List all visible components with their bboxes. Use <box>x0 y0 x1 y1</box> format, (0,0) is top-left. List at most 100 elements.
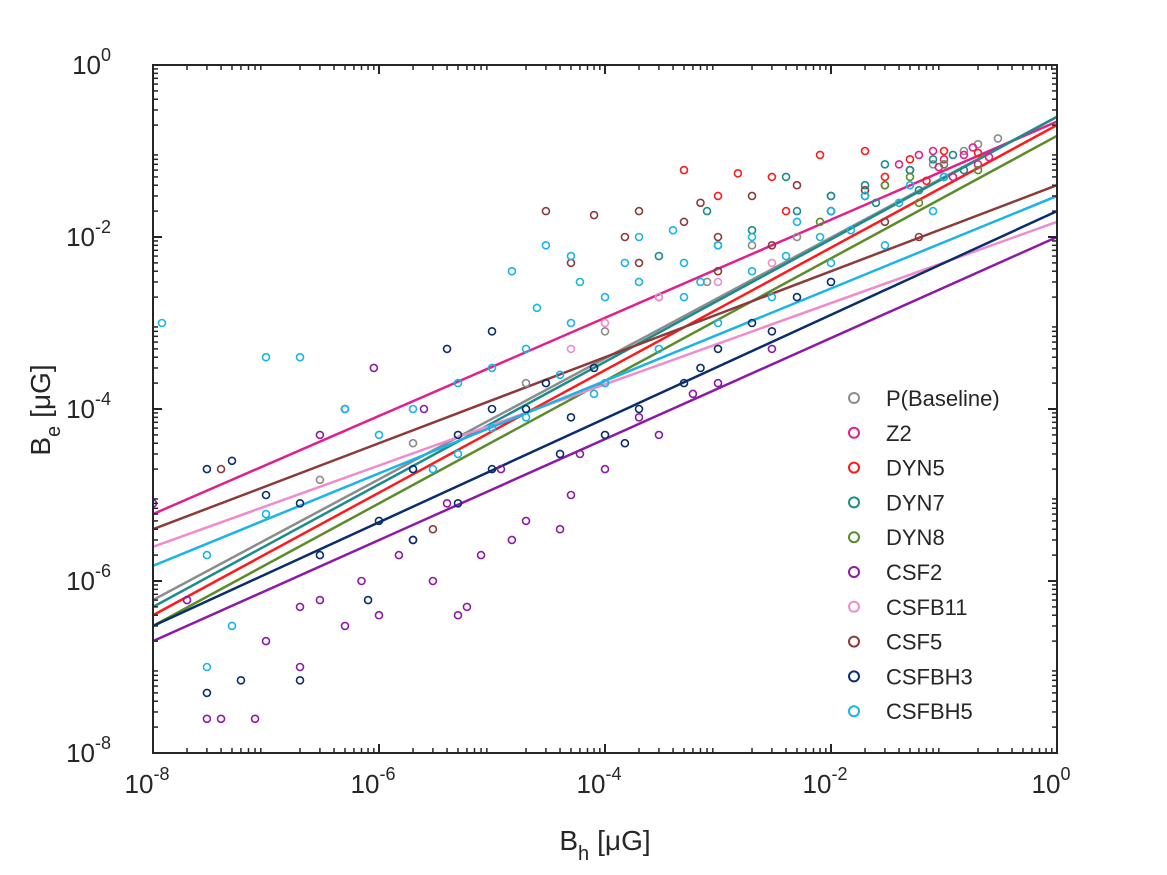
data-point-csf2 <box>357 576 366 586</box>
data-point-dyn7 <box>860 180 870 190</box>
data-point-dyn7 <box>914 185 924 195</box>
data-point-dyn5 <box>733 169 743 178</box>
data-point-dyn5 <box>860 146 870 156</box>
data-point-csf2 <box>688 389 698 399</box>
y-tick-label: 10-4 <box>66 389 111 424</box>
data-point-csfbh3 <box>826 277 836 287</box>
data-point-csfbh3 <box>442 344 452 354</box>
data-point-csfbh3 <box>566 413 576 422</box>
axis-ticks: 10-8 10-6 10-4 10-2 100 10-8 10-6 10-4 10-2 100 <box>66 45 1070 799</box>
data-point-csfbh3 <box>487 404 497 414</box>
data-point-csfbh5 <box>939 172 949 182</box>
data-point-csfbh5 <box>202 550 212 560</box>
data-point-csfbh3 <box>453 499 463 508</box>
data-point-csf2 <box>369 363 379 373</box>
data-point-p-baseline <box>521 378 531 388</box>
data-point-z2 <box>984 152 994 162</box>
data-point-csfbh5 <box>781 251 791 261</box>
data-point-csfbh3 <box>620 438 630 448</box>
data-point-csf5 <box>589 210 599 220</box>
data-point-csf2 <box>634 413 644 422</box>
data-point-p-baseline <box>747 241 757 250</box>
data-point-csfbh5 <box>428 464 438 474</box>
data-point-dyn5 <box>905 155 915 164</box>
x-axis-label: Bh [μG] <box>559 825 650 865</box>
data-point-csfbh3 <box>202 464 212 474</box>
data-point-p-baseline <box>600 327 610 336</box>
y-tick-label: 100 <box>72 45 111 80</box>
data-point-csfbh3 <box>487 327 497 336</box>
data-point-csfbh5 <box>227 621 237 631</box>
y-tick-label: 10-2 <box>66 217 111 252</box>
data-point-z2 <box>928 146 938 156</box>
legend-label-dyn7: DYN7 <box>886 490 945 515</box>
data-point-csf5 <box>767 241 777 250</box>
data-point-dyn5 <box>880 172 890 182</box>
data-point-csfbh5 <box>679 258 689 268</box>
data-point-csf2 <box>315 430 325 440</box>
data-point-dyn7 <box>905 165 915 175</box>
data-point-dyn8 <box>880 180 890 190</box>
data-point-csfbh3 <box>696 363 705 373</box>
data-point-csfbh5 <box>713 318 723 328</box>
data-point-csfbh5 <box>767 292 777 302</box>
legend-marker-csfbh3 <box>848 670 860 683</box>
data-point-csf5 <box>679 217 689 227</box>
data-point-csfbh3 <box>767 327 777 336</box>
legend-marker-z2 <box>848 426 860 439</box>
fit-line-csfb11 <box>153 220 1057 548</box>
legend-label-csf2: CSF2 <box>886 560 942 585</box>
data-point-csf2 <box>496 464 506 474</box>
data-point-csf2 <box>374 610 384 620</box>
data-point-dyn5 <box>922 176 931 186</box>
legend: P(Baseline) Z2 DYN5 DYN7 DYN8 CSF2 CSFB11 CSF5 C… <box>848 386 1000 724</box>
data-point-csf5 <box>428 524 438 534</box>
data-point-csfbh5 <box>487 363 497 373</box>
data-point-csf2 <box>428 576 438 586</box>
data-point-csf2 <box>261 636 271 646</box>
data-point-csf2 <box>250 714 260 724</box>
data-point-dyn7 <box>871 198 881 208</box>
data-point-csfbh3 <box>541 378 551 388</box>
data-point-csf5 <box>216 464 226 474</box>
data-point-csfbh5 <box>521 344 531 354</box>
data-point-csfbh5 <box>880 241 890 250</box>
data-point-csf5 <box>620 232 630 242</box>
data-point-csfbh5 <box>928 206 938 216</box>
data-point-csf5 <box>860 185 870 195</box>
data-point-csf2 <box>600 464 610 474</box>
data-point-csfbh5 <box>408 404 418 414</box>
data-point-csfbh3 <box>295 499 305 508</box>
x-tick-label: 10-6 <box>351 764 396 799</box>
data-point-csfbh5 <box>905 180 915 190</box>
data-point-csfbh5 <box>679 292 689 302</box>
data-point-z2 <box>948 172 958 182</box>
legend-label-p-baseline: P(Baseline) <box>886 386 1000 411</box>
data-point-z2 <box>939 155 949 164</box>
data-point-dyn7 <box>654 251 664 261</box>
data-point-csfbh3 <box>202 688 212 698</box>
x-tick-label: 100 <box>1032 764 1071 799</box>
data-point-dyn8 <box>973 165 983 175</box>
data-point-dyn7 <box>781 172 791 182</box>
y-tick-label: 10-6 <box>66 561 111 596</box>
data-point-csfbh5 <box>713 241 723 250</box>
data-point-csfbh3 <box>295 676 305 685</box>
data-point-z2 <box>973 160 983 169</box>
data-point-csf2 <box>507 535 517 545</box>
legend-marker-csfb11 <box>848 600 860 613</box>
data-point-csfb11 <box>566 344 576 354</box>
data-point-csfbh5 <box>374 430 384 440</box>
data-point-dyn5 <box>713 191 723 201</box>
data-point-csf2 <box>295 602 305 612</box>
data-point-p-baseline <box>959 146 969 156</box>
data-point-csfbh5 <box>295 352 305 362</box>
data-point-csf2 <box>394 550 404 560</box>
data-point-csf2 <box>182 595 192 605</box>
y-axis-label: Be[μG] <box>25 364 65 455</box>
data-point-csfbh5 <box>566 251 576 261</box>
data-point-csfbh5 <box>747 232 757 242</box>
data-point-csfbh3 <box>227 456 237 466</box>
data-point-csf2 <box>521 516 531 526</box>
data-point-csfbh3 <box>589 363 599 373</box>
